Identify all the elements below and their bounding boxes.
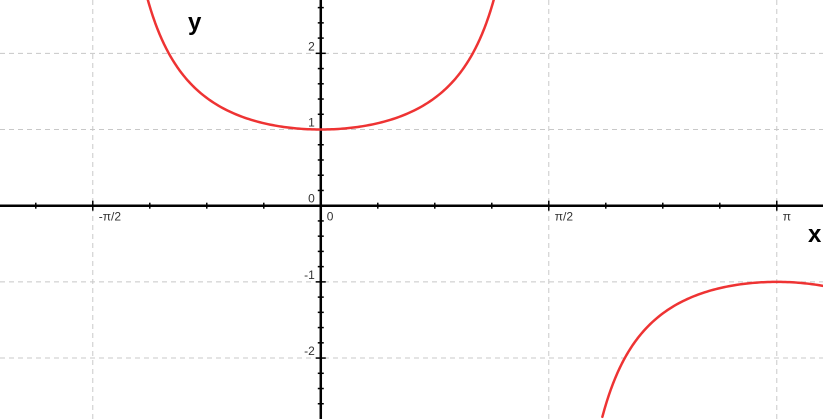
x-tick-label: π — [783, 210, 791, 224]
x-tick-label: 0 — [327, 210, 334, 224]
tick-labels: -π/20π/2π3π/22π210-1-2 — [99, 39, 791, 358]
y-tick-label: 0 — [308, 192, 315, 206]
x-axis-label: x — [808, 221, 822, 248]
y-tick-label: 1 — [308, 116, 315, 130]
series-line — [601, 280, 823, 419]
x-tick-label: -π/2 — [99, 210, 122, 224]
y-axis-label: y — [188, 9, 202, 36]
x-tick-label: π/2 — [555, 210, 574, 224]
curves — [146, 0, 823, 419]
y-tick-label: -1 — [304, 268, 315, 282]
y-tick-label: 2 — [308, 39, 315, 53]
y-tick-label: -2 — [304, 344, 315, 358]
series-line — [146, 0, 495, 131]
